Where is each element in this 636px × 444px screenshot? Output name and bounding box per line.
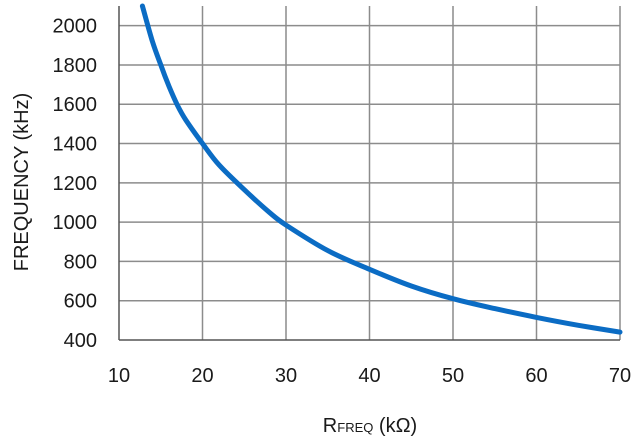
y-tick-label: 1200 xyxy=(53,173,98,195)
series-layer xyxy=(139,3,623,335)
y-tick-label: 400 xyxy=(64,330,97,352)
y-tick-label: 1600 xyxy=(53,94,98,116)
grid xyxy=(119,6,621,340)
y-tick-label: 1800 xyxy=(53,55,98,77)
y-axis-title: FREQUENCY (kHz) xyxy=(11,93,33,272)
y-tick-label: 1000 xyxy=(53,212,98,234)
frequency-curve-line xyxy=(139,3,623,335)
y-tick-label: 600 xyxy=(64,291,97,313)
x-tick-label: 10 xyxy=(108,365,130,387)
x-tick-label: 50 xyxy=(442,365,464,387)
x-tick-label: 70 xyxy=(609,365,631,387)
x-axis-title-subscript: FREQ xyxy=(337,420,373,435)
x-axis-title-main: R xyxy=(323,415,337,437)
y-tick-label: 2000 xyxy=(53,16,98,38)
x-tick-label: 20 xyxy=(191,365,213,387)
axes xyxy=(118,6,620,341)
y-tick-label: 800 xyxy=(64,251,97,273)
x-tick-label: 30 xyxy=(275,365,297,387)
x-tick-label: 40 xyxy=(358,365,380,387)
tick-labels: 10 20 30 40 50 60 70 400 600 800 1000 1200 1400 1600 1… xyxy=(53,16,632,387)
x-axis-title-unit: (kΩ) xyxy=(373,415,417,437)
y-tick-label: 1400 xyxy=(53,134,98,156)
x-axis-title: RFREQ (kΩ) xyxy=(323,415,417,437)
x-tick-label: 60 xyxy=(525,365,547,387)
